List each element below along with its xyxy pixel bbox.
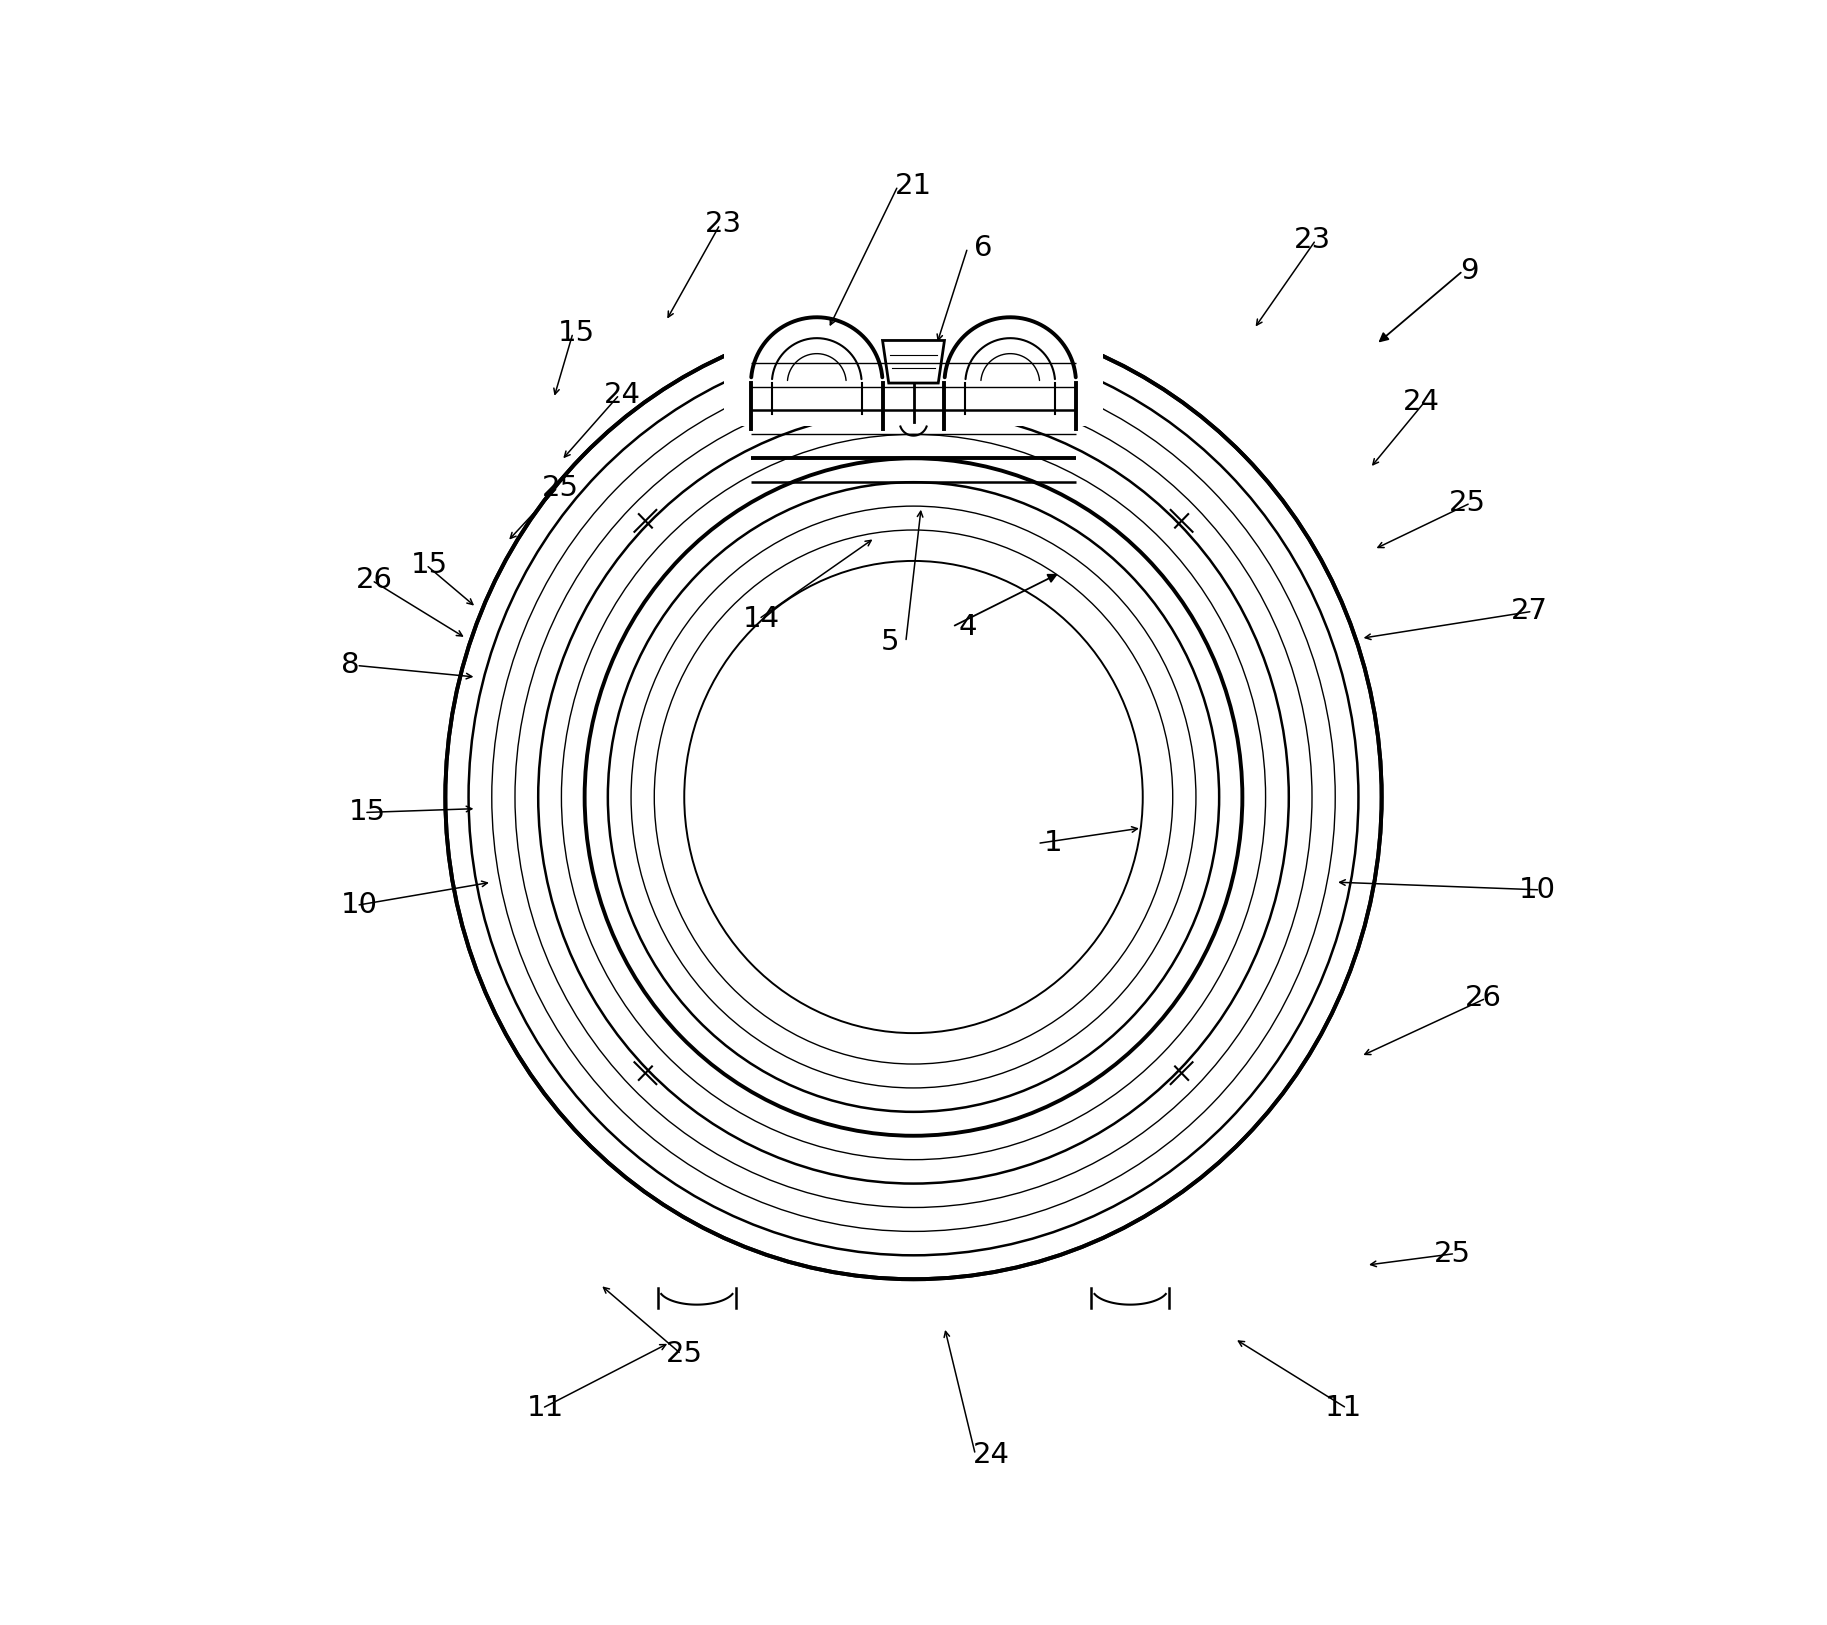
- Text: 27: 27: [1511, 598, 1547, 626]
- Text: 15: 15: [349, 798, 385, 827]
- Text: 26: 26: [1465, 985, 1502, 1012]
- Text: 6: 6: [974, 234, 992, 262]
- Text: 23: 23: [705, 210, 742, 239]
- Text: 11: 11: [526, 1394, 565, 1422]
- Text: 24: 24: [605, 380, 641, 408]
- Polygon shape: [723, 302, 1104, 426]
- Text: 23: 23: [1294, 226, 1332, 254]
- Text: 15: 15: [557, 318, 594, 346]
- Text: 26: 26: [356, 567, 393, 595]
- Text: 25: 25: [543, 473, 579, 502]
- Text: 9: 9: [1460, 257, 1478, 284]
- Text: 10: 10: [1518, 876, 1557, 904]
- Polygon shape: [882, 341, 945, 384]
- Text: 25: 25: [1449, 489, 1485, 517]
- Text: 4: 4: [959, 613, 977, 640]
- Text: 8: 8: [342, 652, 360, 679]
- Text: 25: 25: [1434, 1240, 1471, 1268]
- Text: 24: 24: [972, 1441, 1009, 1469]
- Text: 11: 11: [1325, 1394, 1363, 1422]
- Text: 1: 1: [1043, 829, 1061, 858]
- Text: 14: 14: [744, 604, 780, 634]
- Ellipse shape: [685, 562, 1142, 1032]
- Text: 21: 21: [895, 172, 932, 200]
- Text: 10: 10: [342, 892, 378, 920]
- Text: 24: 24: [1403, 388, 1440, 416]
- Text: 5: 5: [881, 629, 899, 656]
- Text: 25: 25: [665, 1341, 703, 1368]
- Text: 15: 15: [411, 551, 448, 578]
